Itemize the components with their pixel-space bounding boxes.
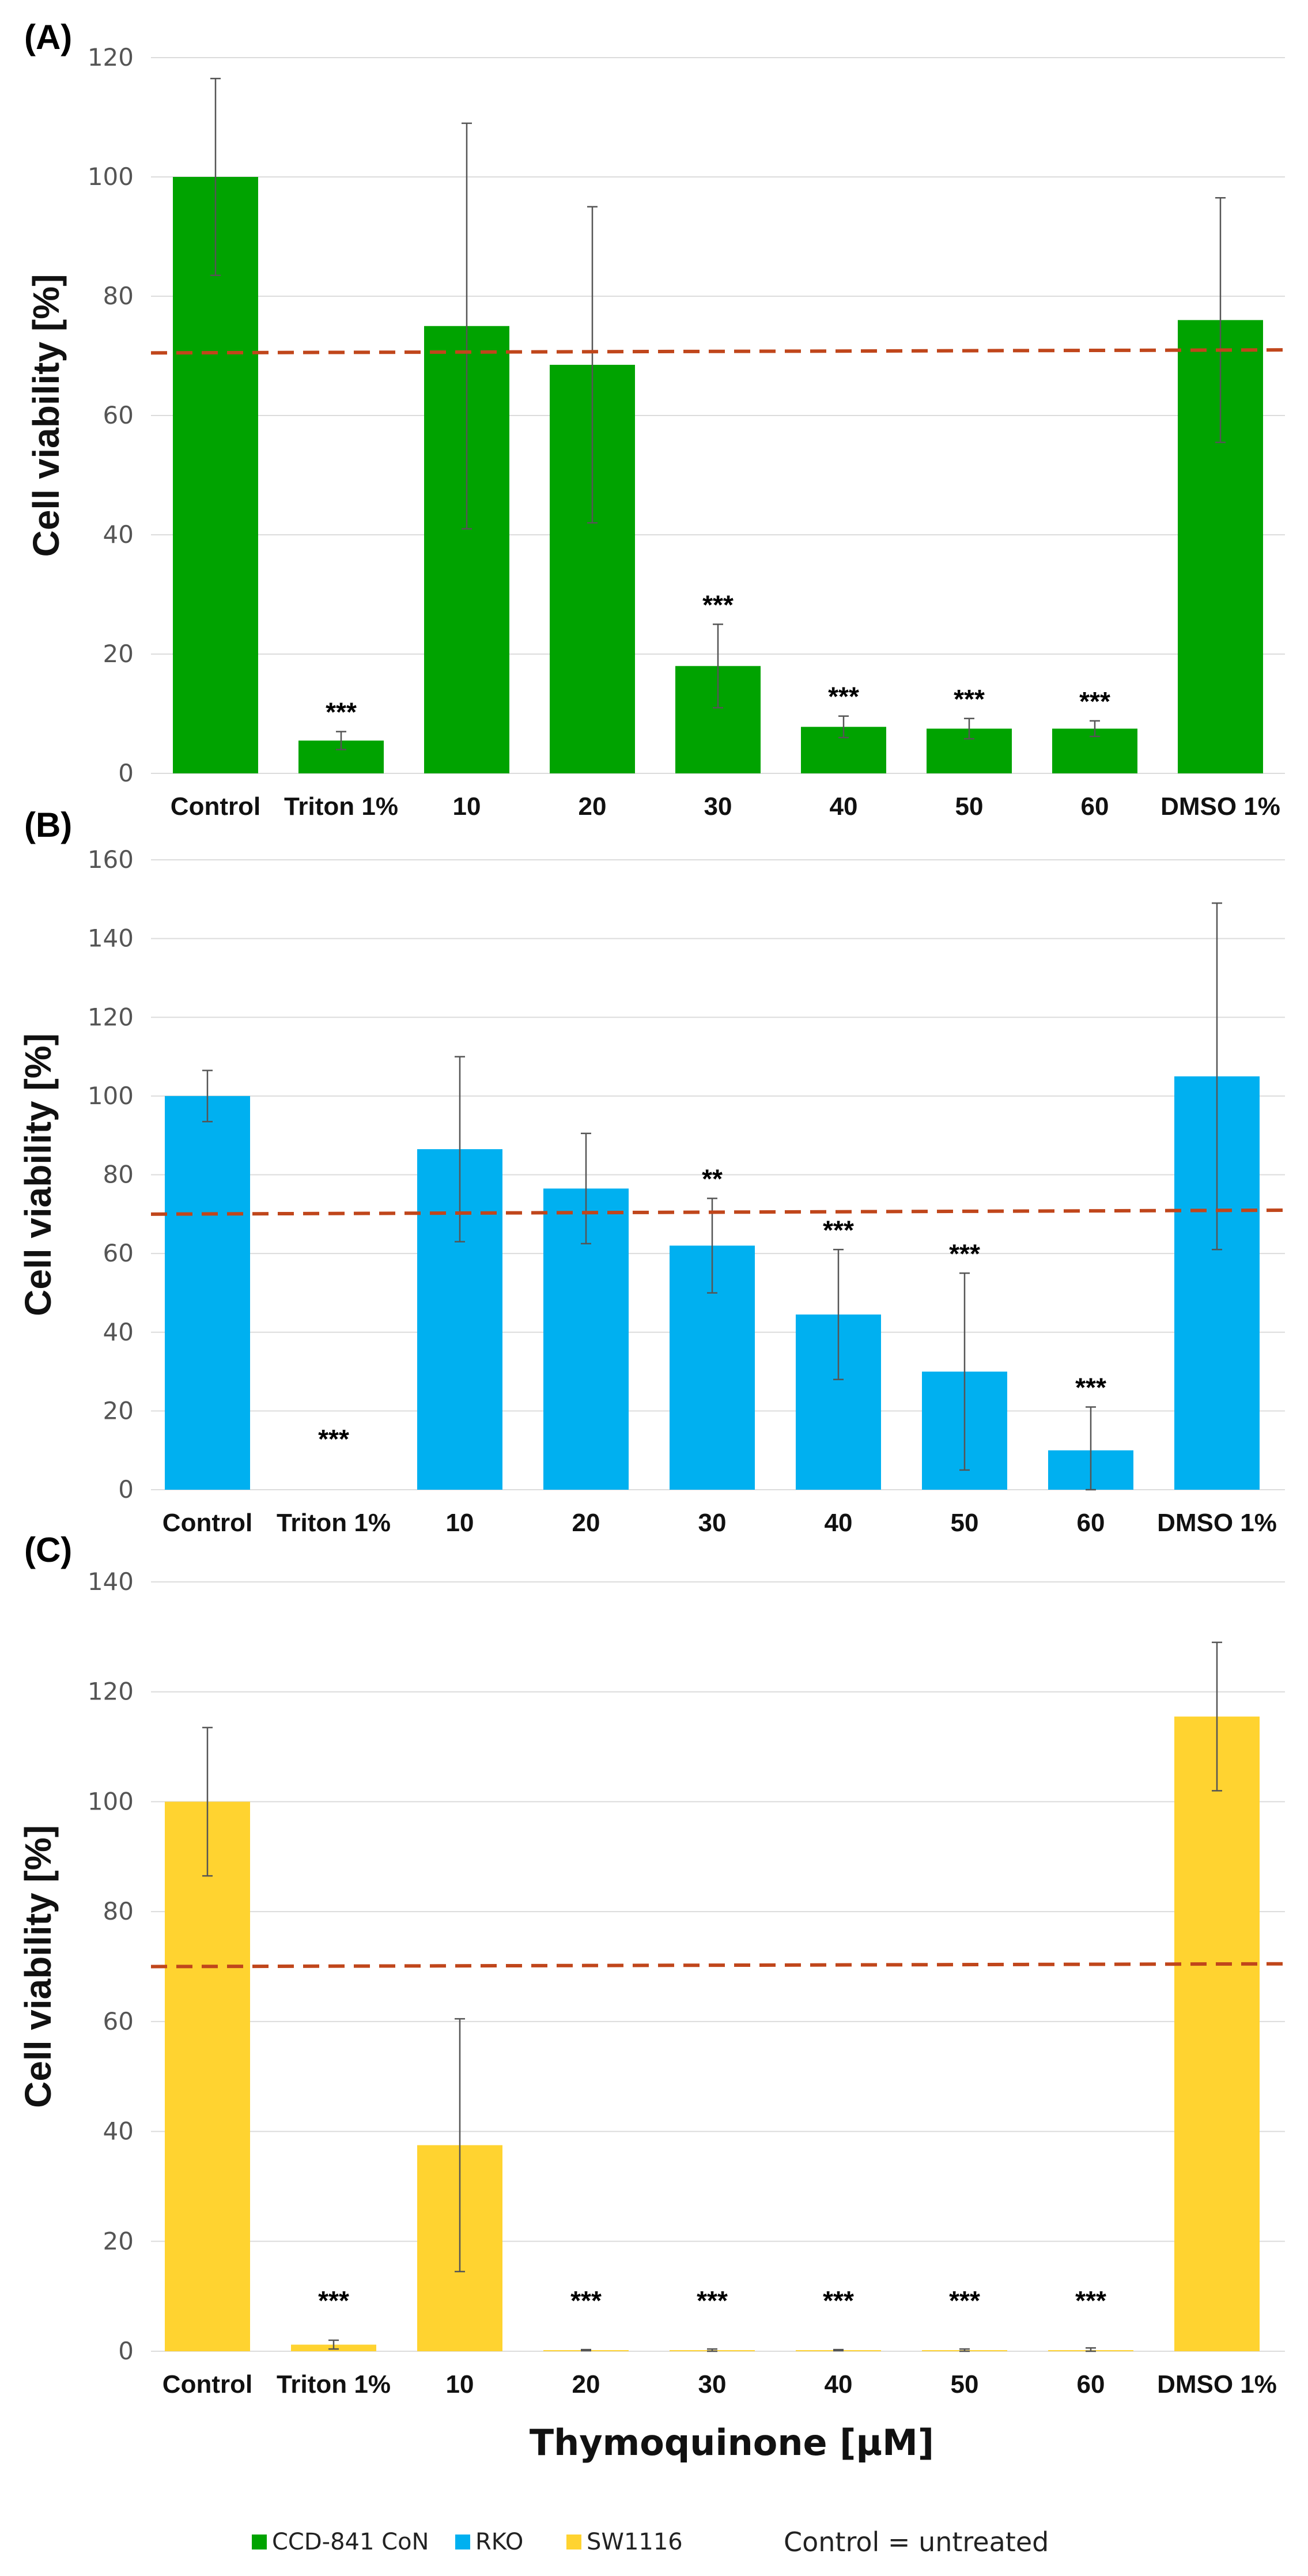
x-tick-label: 30 (704, 792, 732, 821)
y-tick-label: 60 (103, 2007, 134, 2035)
y-tick-label: 0 (118, 1475, 134, 1504)
x-tick-label: 50 (951, 2370, 979, 2399)
y-tick-label: 40 (103, 1318, 134, 1346)
significance-marker: *** (954, 684, 985, 714)
x-tick-label: Triton 1% (277, 2370, 391, 2399)
x-tick-label: 10 (453, 792, 481, 821)
y-tick-label: 20 (103, 640, 134, 668)
x-tick-label: 20 (572, 2370, 600, 2399)
y-tick-label: 100 (88, 1787, 134, 1815)
y-tick-label: 60 (103, 1239, 134, 1267)
x-tick-label: 60 (1077, 2370, 1105, 2399)
y-tick-label: 140 (88, 924, 134, 953)
y-tick-label: 80 (103, 1161, 134, 1189)
legend-swatch-rko (455, 2535, 470, 2549)
bar (165, 1096, 250, 1490)
legend-label-ccd841: CCD-841 CoN (272, 2529, 429, 2555)
x-tick-label: DMSO 1% (1157, 1509, 1277, 1537)
threshold-line (150, 1208, 1286, 1216)
significance-marker: *** (828, 682, 859, 712)
significance-marker: ** (702, 1164, 723, 1193)
significance-marker: *** (1079, 686, 1110, 716)
legend: CCD-841 CoN RKO SW1116 Control = untreat… (252, 2526, 1049, 2558)
legend-swatch-ccd841 (252, 2535, 267, 2549)
legend-label-sw1116: SW1116 (587, 2529, 683, 2555)
significance-marker: *** (702, 590, 734, 620)
significance-marker: *** (318, 1424, 349, 1454)
x-tick-label: 10 (446, 2370, 474, 2399)
x-tick-label: Triton 1% (277, 1509, 391, 1537)
panel-label: (B) (24, 806, 72, 844)
x-tick-label: 10 (446, 1509, 474, 1537)
significance-marker: *** (949, 1238, 980, 1268)
y-tick-label: 20 (103, 2227, 134, 2255)
y-tick-label: 140 (88, 1567, 134, 1596)
significance-marker: *** (823, 2286, 854, 2316)
x-tick-label: 60 (1081, 792, 1109, 821)
x-axis-label: Thymoquinone [µM] (530, 2422, 934, 2464)
panel-label: (C) (24, 1531, 72, 1569)
legend-swatch-sw1116 (566, 2535, 581, 2549)
y-tick-label: 40 (103, 2117, 134, 2146)
x-tick-label: Control (162, 1509, 252, 1537)
y-tick-label: 0 (118, 2337, 134, 2365)
x-tick-label: DMSO 1% (1157, 2370, 1277, 2399)
y-tick-label: 60 (103, 401, 134, 429)
x-tick-label: Triton 1% (284, 792, 398, 821)
bar (173, 177, 258, 773)
y-tick-label: 40 (103, 520, 134, 549)
y-tick-label: 160 (88, 845, 134, 874)
significance-marker: *** (318, 2286, 349, 2316)
x-tick-label: 50 (951, 1509, 979, 1537)
x-tick-label: 20 (572, 1509, 600, 1537)
y-tick-label: 100 (88, 163, 134, 191)
chart-panel-3: (C) 0 20 40 60 80 100 120 140 Cell viability [%] C… (17, 1531, 1286, 2464)
x-tick-label: 20 (579, 792, 607, 821)
bar (1174, 1716, 1260, 2351)
x-tick-label: 40 (825, 1509, 853, 1537)
y-axis-label: Cell viability [%] (25, 274, 67, 557)
y-tick-label: 120 (88, 1003, 134, 1031)
x-tick-label: DMSO 1% (1160, 792, 1280, 821)
x-tick-label: 30 (698, 1509, 727, 1537)
x-tick-label: Control (171, 792, 260, 821)
y-tick-label: 120 (88, 1678, 134, 1706)
y-axis-label: Cell viability [%] (17, 1033, 59, 1316)
bar (165, 1801, 250, 2351)
y-axis-label: Cell viability [%] (17, 1825, 59, 2108)
threshold-line (150, 348, 1286, 355)
x-tick-label: Control (162, 2370, 252, 2399)
panel-label: (A) (24, 18, 72, 56)
significance-marker: *** (1075, 2286, 1106, 2316)
significance-marker: *** (949, 2286, 980, 2316)
chart-panel-2: (B) 0 20 40 60 80 100 120 140 160 Cell viability [… (17, 806, 1286, 1537)
y-tick-label: 80 (103, 1897, 134, 1925)
significance-marker: *** (823, 1215, 854, 1245)
significance-marker: *** (697, 2286, 728, 2316)
y-tick-label: 0 (118, 759, 134, 787)
significance-marker: *** (570, 2286, 602, 2316)
significance-marker: *** (1075, 1373, 1106, 1403)
y-tick-label: 120 (88, 43, 134, 71)
significance-marker: *** (326, 697, 357, 727)
legend-note: Control = untreated (784, 2526, 1049, 2558)
x-tick-label: 40 (825, 2370, 853, 2399)
y-tick-label: 80 (103, 282, 134, 310)
y-tick-label: 100 (88, 1082, 134, 1110)
x-tick-label: 50 (955, 792, 984, 821)
threshold-line (150, 1962, 1286, 1969)
x-tick-label: 60 (1077, 1509, 1105, 1537)
legend-label-rko: RKO (475, 2529, 523, 2555)
y-tick-label: 20 (103, 1396, 134, 1425)
x-tick-label: 30 (698, 2370, 727, 2399)
chart-panel-1: (A) 0 20 40 60 80 100 120 Cell viability [%] Cont… (24, 18, 1286, 821)
x-tick-label: 40 (830, 792, 858, 821)
